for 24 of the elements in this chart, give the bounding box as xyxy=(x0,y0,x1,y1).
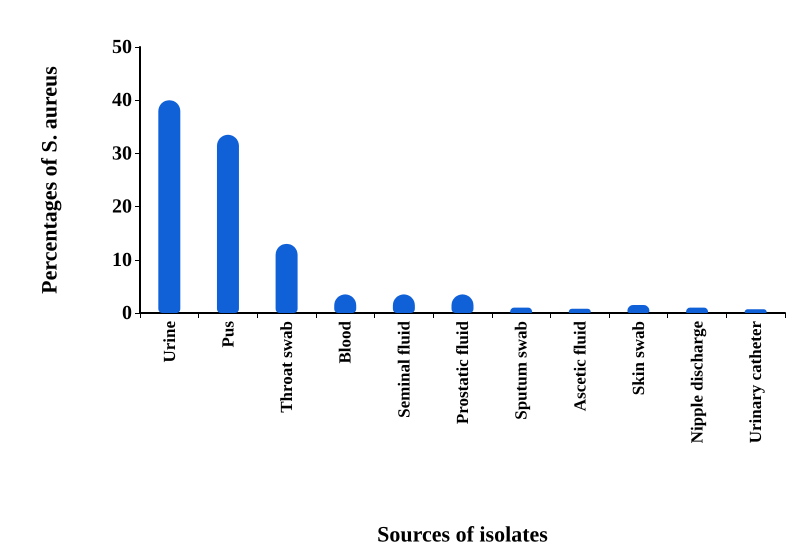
x-tick-label: Skin swab xyxy=(628,321,648,396)
x-tick-label: Nipple discharge xyxy=(688,320,707,444)
x-tick-label: Throat swab xyxy=(277,321,296,413)
y-tick-label: 0 xyxy=(122,302,132,324)
y-tick-label: 50 xyxy=(112,36,132,58)
y-tick-label: 10 xyxy=(112,248,132,271)
x-tick-label: Urinary catheter xyxy=(746,320,766,444)
y-axis-title: Percentages of S. aureus xyxy=(36,66,62,294)
bar xyxy=(744,309,767,313)
x-tick-label: Sputum swab xyxy=(512,321,531,420)
bar xyxy=(568,308,591,313)
x-tick-label: Urine xyxy=(160,320,179,363)
bar xyxy=(216,134,239,313)
bar xyxy=(276,244,298,313)
x-tick-label: Blood xyxy=(336,320,355,364)
y-tick-label: 40 xyxy=(112,89,132,112)
x-tick-label: Seminal fluid xyxy=(394,320,414,418)
y-tick-label: 20 xyxy=(112,196,132,218)
x-tick-label: Pus xyxy=(218,320,238,348)
x-tick-label: Prostatic fluid xyxy=(453,320,472,424)
y-tick-label: 30 xyxy=(112,142,132,164)
x-axis-title: Sources of isolates xyxy=(377,522,548,546)
bar xyxy=(158,100,180,313)
x-tick-label: Ascetic fluid xyxy=(570,320,590,412)
